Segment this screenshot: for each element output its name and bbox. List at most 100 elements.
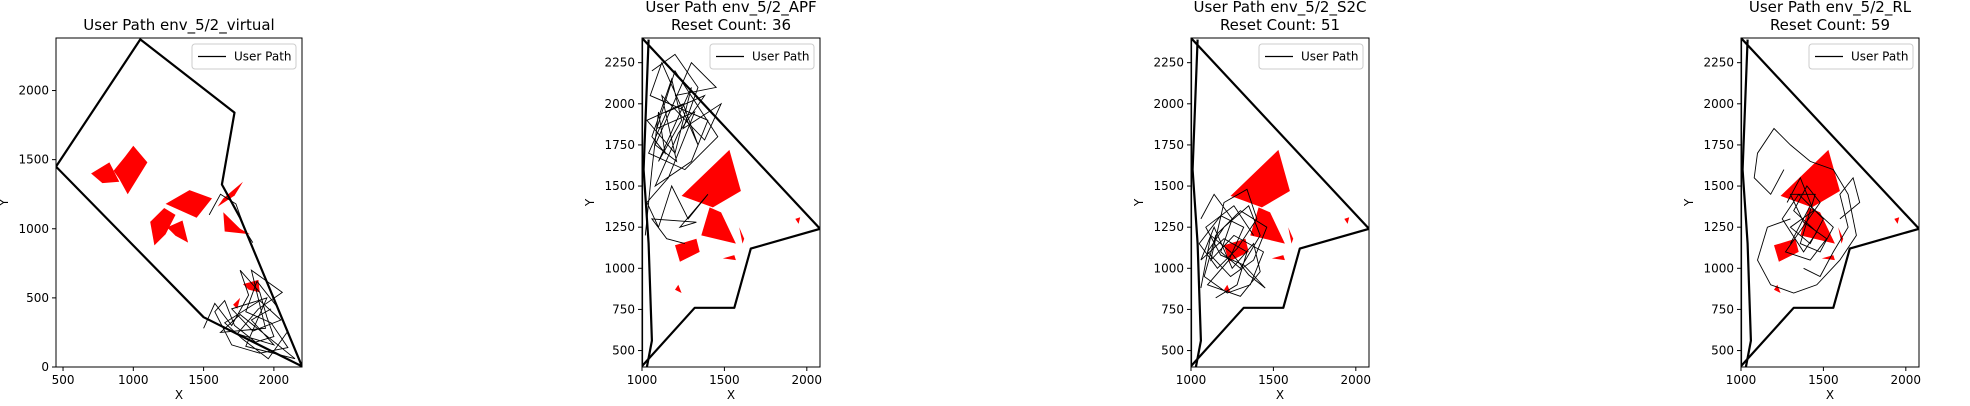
y-tick-label: 2000 [18, 84, 49, 98]
y-tick-label: 1750 [1703, 138, 1734, 152]
y-axis-label: Y [0, 198, 11, 207]
user-path-line [1200, 205, 1266, 289]
obstacle [701, 207, 736, 244]
y-tick-label: 1750 [604, 138, 635, 152]
obstacle [1224, 284, 1231, 293]
x-tick-label: 1500 [1808, 373, 1839, 387]
legend-entry-label: User Path [234, 50, 292, 64]
x-tick-label: 1000 [627, 373, 658, 387]
obstacle [1780, 149, 1840, 208]
obstacle [1250, 207, 1285, 244]
chart-title: User Path env_5/2_RL [1749, 0, 1912, 17]
chart-title: User Path env_5/2_virtual [83, 16, 274, 35]
axes-frame [641, 37, 821, 368]
inner-boundary [1191, 39, 1203, 367]
obstacle [1838, 227, 1844, 244]
legend-entry-label: User Path [1851, 50, 1909, 64]
x-tick-label: 1000 [1726, 373, 1757, 387]
y-tick-label: 500 [26, 291, 49, 305]
obstacle [223, 212, 250, 235]
obstacle [1288, 227, 1294, 244]
legend-entry-label: User Path [752, 50, 810, 64]
user-path-line [1781, 176, 1834, 261]
obstacle [1774, 284, 1781, 293]
plot-area [1741, 38, 1919, 367]
legend-entry-label: User Path [1301, 50, 1359, 64]
obstacle [91, 162, 120, 184]
x-tick-label: 500 [52, 373, 75, 387]
x-tick-label: 1000 [118, 373, 149, 387]
y-tick-label: 1500 [604, 179, 635, 193]
y-tick-label: 1500 [18, 153, 49, 167]
physical-boundary [1741, 38, 1919, 367]
plot-area [56, 38, 302, 367]
user-path-line [644, 61, 719, 245]
x-axis-label: X [175, 388, 183, 402]
x-tick-label: 1500 [188, 373, 219, 387]
y-tick-label: 2000 [604, 97, 635, 111]
plot-area [642, 38, 820, 367]
y-tick-label: 1000 [1153, 261, 1184, 275]
plot-area [1191, 38, 1369, 367]
inner-boundary [1741, 39, 1753, 367]
user-path-line [651, 53, 723, 163]
user-path-line [1803, 176, 1861, 278]
user-path-line [203, 269, 296, 360]
y-tick-label: 2250 [1153, 56, 1184, 70]
x-tick-label: 1500 [1258, 373, 1289, 387]
chart-subtitle: Reset Count: 36 [671, 16, 791, 34]
obstacle [233, 297, 241, 309]
user-path-line [1198, 188, 1268, 299]
y-tick-label: 1250 [604, 220, 635, 234]
axes-frame [1740, 37, 1920, 368]
y-tick-label: 2000 [1153, 97, 1184, 111]
legend-box [1258, 43, 1364, 70]
obstacle [739, 227, 745, 244]
y-tick-label: 1750 [1153, 138, 1184, 152]
y-tick-label: 500 [1161, 344, 1184, 358]
y-tick-label: 750 [612, 302, 635, 316]
y-axis-label: Y [1682, 198, 1696, 207]
obstacle [167, 220, 189, 243]
obstacle [681, 149, 741, 208]
obstacle [675, 238, 700, 262]
y-tick-label: 1500 [1153, 179, 1184, 193]
y-tick-label: 750 [1711, 302, 1734, 316]
y-tick-label: 2250 [1703, 56, 1734, 70]
obstacle [165, 190, 212, 218]
axes-frame [55, 37, 303, 368]
y-tick-label: 2000 [1703, 97, 1734, 111]
chart-1: 5001000150020000500100015002000XYUser Pa… [0, 16, 303, 402]
y-tick-label: 750 [1161, 302, 1184, 316]
obstacle [795, 217, 801, 224]
obstacle [217, 181, 243, 207]
chart-4: 1000 1500 2000 500 750 1000 1250 1500 1750 2000 22… [1682, 0, 1921, 402]
obstacle [1894, 217, 1900, 224]
x-tick-label: 2000 [1891, 373, 1922, 387]
chart-2: 1000 1500 2000 500 750 1000 1250 1500 1750 2000 22… [583, 0, 822, 402]
y-tick-label: 1000 [604, 261, 635, 275]
obstacle [150, 208, 176, 246]
y-tick-label: 0 [41, 360, 49, 374]
x-axis-label: X [727, 388, 735, 402]
user-path-line [1753, 127, 1857, 294]
x-tick-label: 2000 [1341, 373, 1372, 387]
chart-title: User Path env_5/2_APF [645, 0, 816, 17]
chart-subtitle: Reset Count: 51 [1220, 16, 1340, 34]
obstacle [1271, 255, 1285, 261]
y-tick-label: 1500 [1703, 179, 1734, 193]
y-tick-label: 2250 [604, 56, 635, 70]
x-tick-label: 1500 [709, 373, 740, 387]
physical-boundary [642, 38, 820, 367]
obstacle [675, 284, 682, 293]
legend-box [191, 43, 297, 70]
y-axis-label: Y [583, 198, 597, 207]
obstacle [722, 255, 736, 261]
x-axis-label: X [1826, 388, 1834, 402]
legend-box [709, 43, 815, 70]
physical-boundary [56, 38, 302, 367]
y-tick-label: 1250 [1703, 220, 1734, 234]
y-tick-label: 1250 [1153, 220, 1184, 234]
x-tick-label: 2000 [259, 373, 290, 387]
